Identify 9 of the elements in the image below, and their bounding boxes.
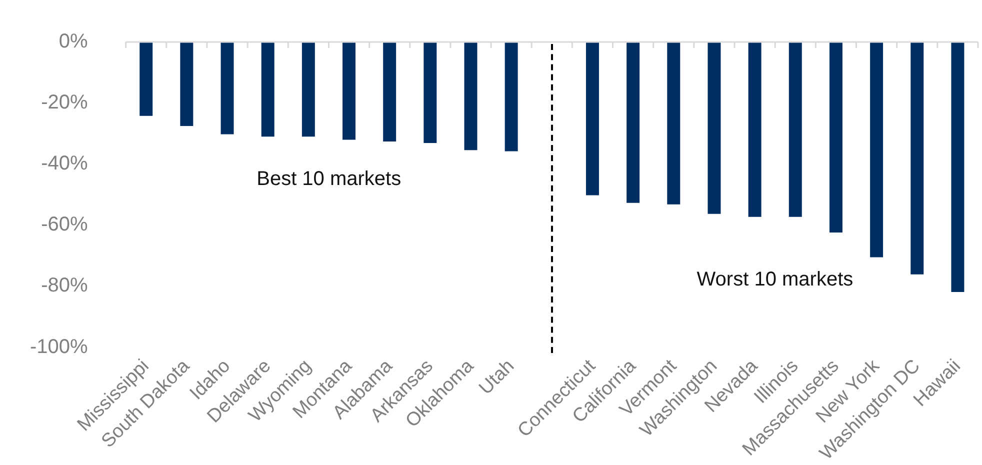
y-tick-label: -40% [41,152,88,175]
y-tick-label: -20% [41,92,88,114]
y-tick-label: -80% [41,274,88,297]
y-tick-label: -100% [30,336,88,358]
y-tick-label: -60% [41,214,88,236]
annotation: Best 10 markets [256,168,402,190]
annotation: Worst 10 markets [696,268,854,291]
y-tick-label: 0% [58,30,88,53]
x-tick-label: Utah [475,356,519,399]
